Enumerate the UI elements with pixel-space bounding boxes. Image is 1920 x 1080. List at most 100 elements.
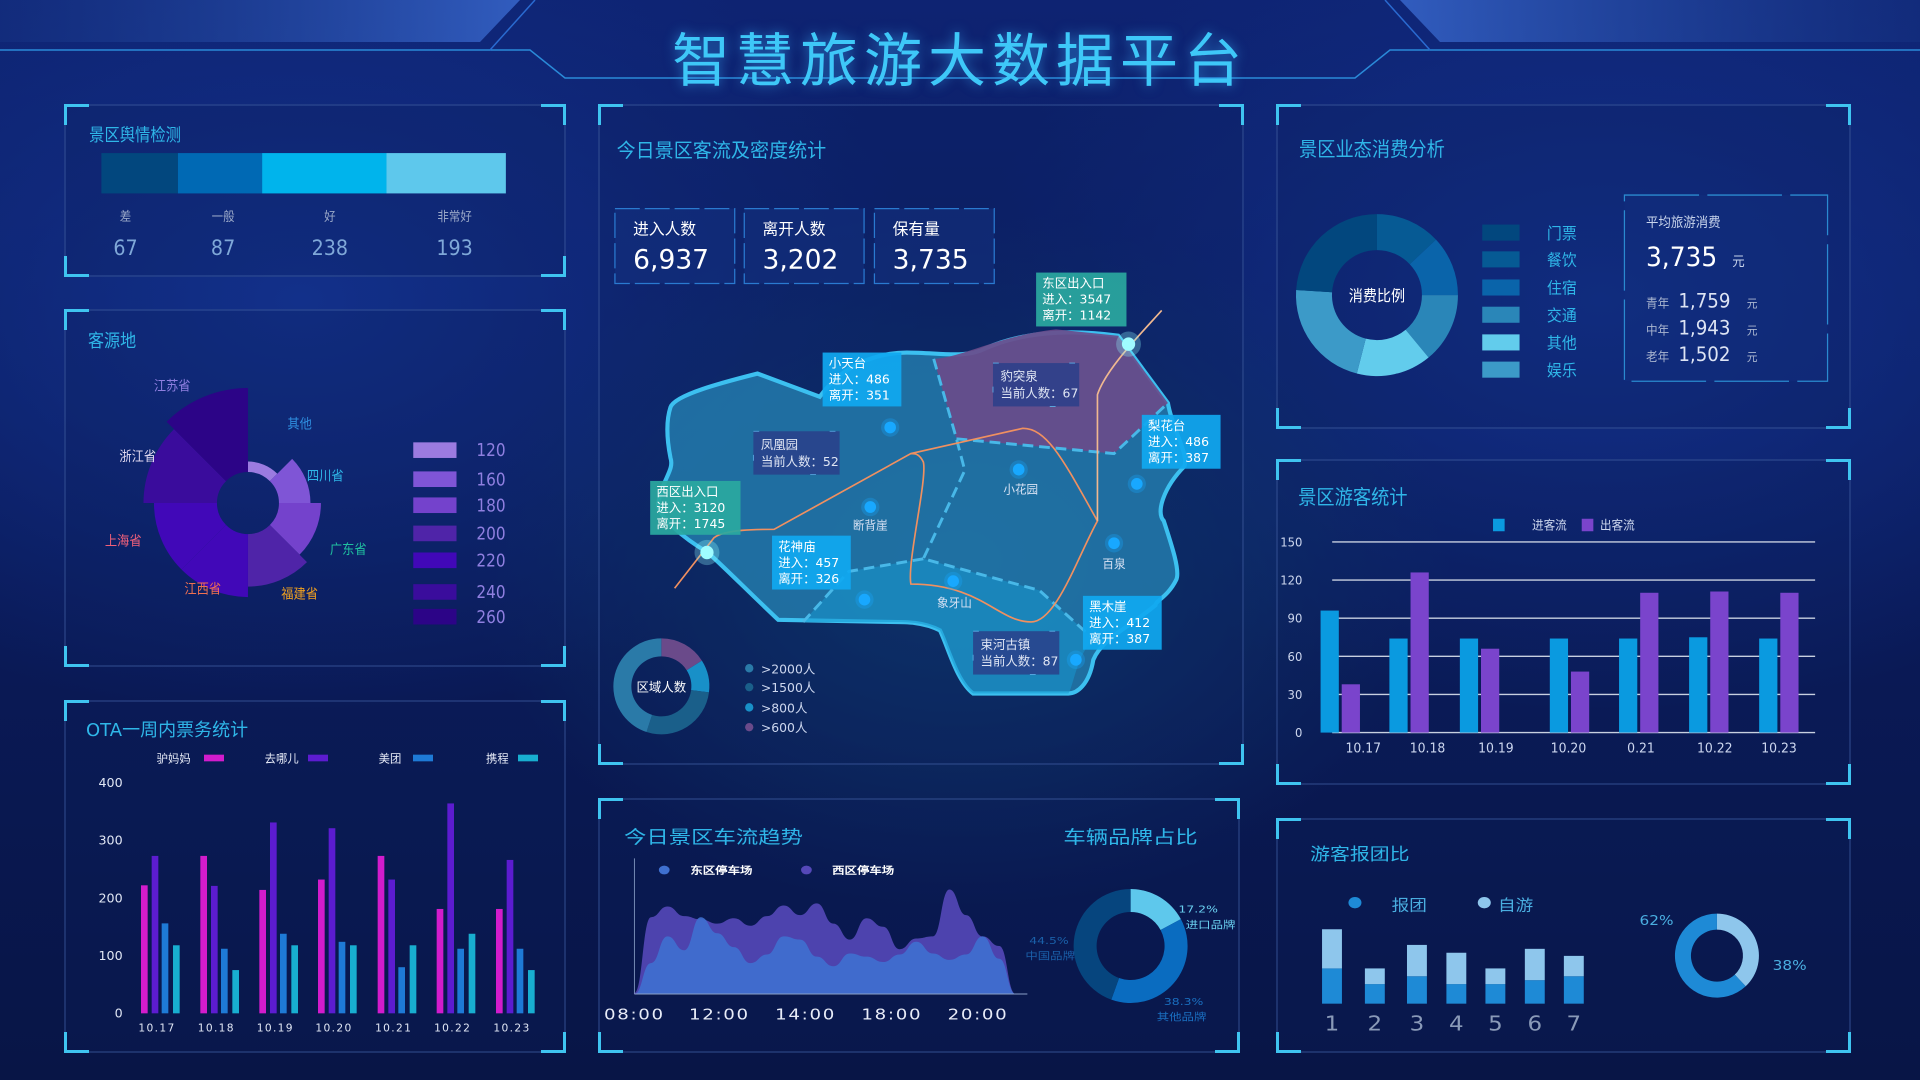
avg-spend-value: 3,735 [1646, 242, 1717, 273]
brand-percent: 17.2% [1178, 904, 1218, 916]
slice-其他 [1356, 329, 1429, 377]
bar-美团 [457, 948, 464, 1014]
x-tick-label: 3 [1410, 1013, 1425, 1036]
legend-label: 去哪儿 [265, 752, 299, 766]
spot-out: 离开：326 [778, 571, 839, 586]
current-count: 当前人数：67 [1000, 385, 1078, 400]
age-group-label: 青年 [1646, 296, 1669, 311]
bar-携程 [291, 945, 298, 1014]
brand-label: 中国品牌 [1025, 950, 1075, 962]
bar-自游 [1322, 929, 1342, 969]
stat-value: 3,202 [763, 244, 839, 275]
bar-驴妈妈 [318, 879, 325, 1014]
spot-in: 进入：3547 [1042, 292, 1111, 307]
bar-携程 [173, 945, 180, 1014]
slice-住宿 [1409, 239, 1458, 296]
sentiment-level-label: 一般 [212, 208, 235, 224]
bar-去哪儿 [328, 828, 336, 1014]
spot-name: 梨花台 [1148, 418, 1185, 433]
x-tick-label: 10.22 [1697, 741, 1733, 757]
legend-label: 携程 [486, 752, 509, 766]
density-legend-dot [745, 682, 754, 692]
bar-驴妈妈 [496, 908, 503, 1014]
bar-进客流 [1619, 638, 1638, 733]
brand-percent: 38.3% [1164, 996, 1204, 1008]
bar-去哪儿 [447, 803, 454, 1014]
bar-去哪儿 [151, 855, 159, 1014]
bar-报团 [1364, 984, 1385, 1004]
legend-dot [658, 865, 670, 875]
current-count-box [752, 430, 841, 476]
spot-marker[interactable] [1012, 463, 1025, 476]
slice-自游 [1716, 913, 1759, 987]
bar-进客流 [1549, 638, 1569, 733]
spot-out: 离开：1745 [656, 516, 725, 531]
legend-swatch [308, 754, 328, 762]
place-name: 凤凰园 [761, 437, 798, 452]
gate-node[interactable] [700, 545, 714, 560]
age-group-value: 1,943 [1678, 317, 1730, 340]
x-tick-label: 10.17 [1345, 741, 1381, 757]
spot-marker[interactable] [1131, 477, 1143, 490]
rose-sector [269, 458, 311, 504]
legend-swatch [1482, 306, 1520, 323]
density-legend-dot [745, 703, 754, 712]
x-tick-label: 10.19 [257, 1022, 294, 1035]
legend-label: 进客流 [1532, 517, 1567, 533]
bar-美团 [280, 933, 287, 1014]
spot-out: 离开：351 [829, 388, 890, 403]
density-legend-label: >800人 [761, 700, 808, 715]
spot-marker[interactable] [1070, 653, 1082, 666]
car-brand-donut [1073, 889, 1188, 1003]
bar-自游 [1446, 952, 1467, 985]
legend-swatch [413, 471, 457, 488]
spot-marker[interactable] [884, 421, 896, 434]
spot-name: 西区出入口 [656, 484, 718, 499]
x-tick-label: 08:00 [604, 1006, 665, 1023]
avg-spend-box [1623, 194, 1829, 382]
x-tick-label: 0.21 [1627, 741, 1655, 757]
spot-label-box [1141, 414, 1221, 469]
rose-sector [181, 524, 248, 598]
spot-in: 进入：486 [1148, 434, 1209, 449]
current-count-box [972, 630, 1060, 675]
legend-label: 驴妈妈 [157, 752, 191, 766]
slice->2000人 [613, 638, 662, 732]
legend-swatch [1482, 361, 1520, 378]
sentiment-title: 景区舆情检测 [89, 125, 181, 145]
legend-label: 西区停车场 [832, 864, 894, 876]
gate-node[interactable] [1121, 337, 1136, 351]
x-tick-label: 1 [1325, 1013, 1340, 1036]
y-tick-label: 90 [1288, 611, 1303, 626]
density-legend-dot [745, 664, 754, 673]
header-decoration [0, 0, 1920, 79]
origin-title: 客源地 [88, 331, 136, 352]
legend-swatch [1482, 224, 1520, 241]
legend-label: 东区停车场 [690, 864, 752, 876]
sentiment-level-label: 非常好 [437, 210, 471, 225]
slice-娱乐 [1295, 290, 1366, 374]
bar-自游 [1364, 968, 1385, 985]
bar-去哪儿 [270, 822, 277, 1014]
origin-legend: 120 160 180 200 220 240 260 [413, 440, 506, 627]
spot-marker[interactable] [858, 593, 871, 606]
bar-报团 [1524, 980, 1545, 1004]
legend-label: 其他 [1547, 334, 1577, 353]
x-tick-label: 10.22 [434, 1022, 471, 1035]
legend-swatch [413, 584, 457, 600]
brand-label: 进口品牌 [1186, 919, 1236, 931]
spot-marker[interactable] [1108, 537, 1120, 550]
spot-marker[interactable] [864, 501, 877, 513]
spot-marker[interactable] [947, 575, 959, 588]
stat-label: 进入人数 [633, 220, 696, 239]
bar-出客流 [1570, 671, 1590, 733]
